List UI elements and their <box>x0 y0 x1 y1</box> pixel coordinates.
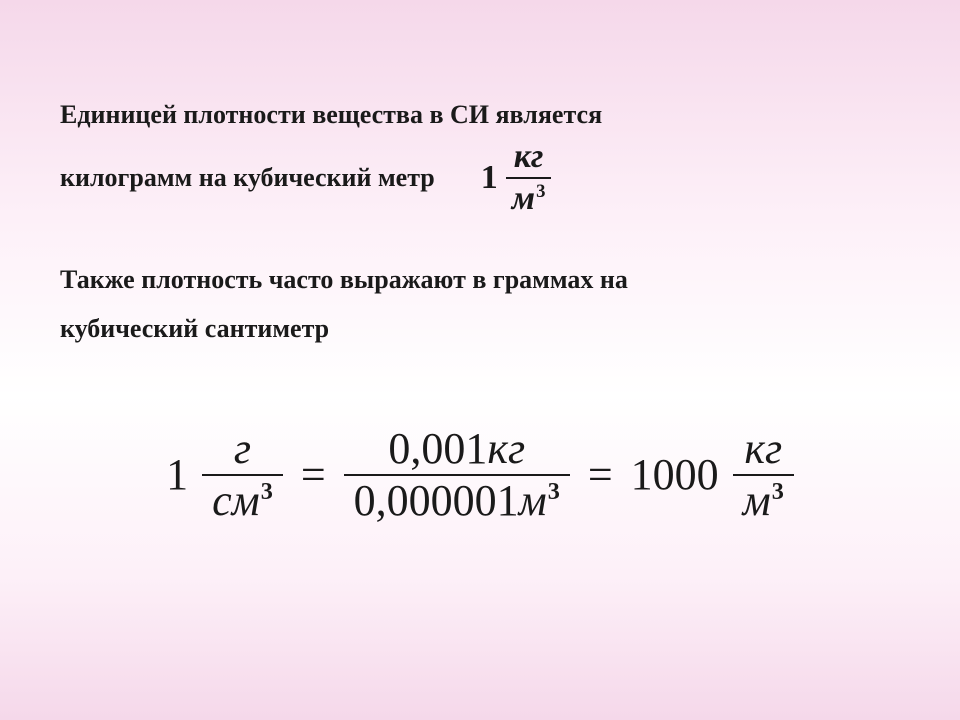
si-unit-coef: 1 <box>481 146 498 211</box>
si-unit-den: м3 <box>506 177 552 217</box>
para1-line2: килограмм на кубический метр <box>60 153 435 202</box>
si-unit: 1 кг м3 <box>481 139 552 216</box>
para2-line2: кубический сантиметр <box>60 304 900 353</box>
paragraph-2: Также плотность часто выражают в граммах… <box>60 255 900 354</box>
conversion-equation: 1 г см3 = 0,001кг 0,000001м3 = 1000 кг м… <box>60 426 900 524</box>
si-unit-num: кг <box>508 139 550 177</box>
eq-t2-frac: 0,001кг 0,000001м3 <box>344 426 570 524</box>
eq-sign-2: = <box>584 449 617 500</box>
slide-content: Единицей плотности вещества в СИ являетс… <box>0 0 960 524</box>
si-unit-fraction: кг м3 <box>506 139 552 216</box>
eq-t1-frac: г см3 <box>202 426 283 524</box>
para1-line2-row: килограмм на кубический метр 1 кг м3 <box>60 139 900 216</box>
eq-t1-den: см3 <box>202 474 283 524</box>
para2-line1: Также плотность часто выражают в граммах… <box>60 255 900 304</box>
eq-t3-frac: кг м3 <box>733 426 794 524</box>
eq-t2-num: 0,001кг <box>378 426 535 474</box>
paragraph-1: Единицей плотности вещества в СИ являетс… <box>60 90 900 217</box>
eq-t3-coef: 1000 <box>631 449 719 500</box>
para1-line1: Единицей плотности вещества в СИ являетс… <box>60 90 900 139</box>
eq-t3-den: м3 <box>733 474 794 524</box>
eq-t2-den: 0,000001м3 <box>344 474 570 524</box>
eq-sign-1: = <box>297 449 330 500</box>
eq-t3-num: кг <box>734 426 792 474</box>
eq-t1-num: г <box>224 426 261 474</box>
eq-t1-coef: 1 <box>166 449 188 500</box>
